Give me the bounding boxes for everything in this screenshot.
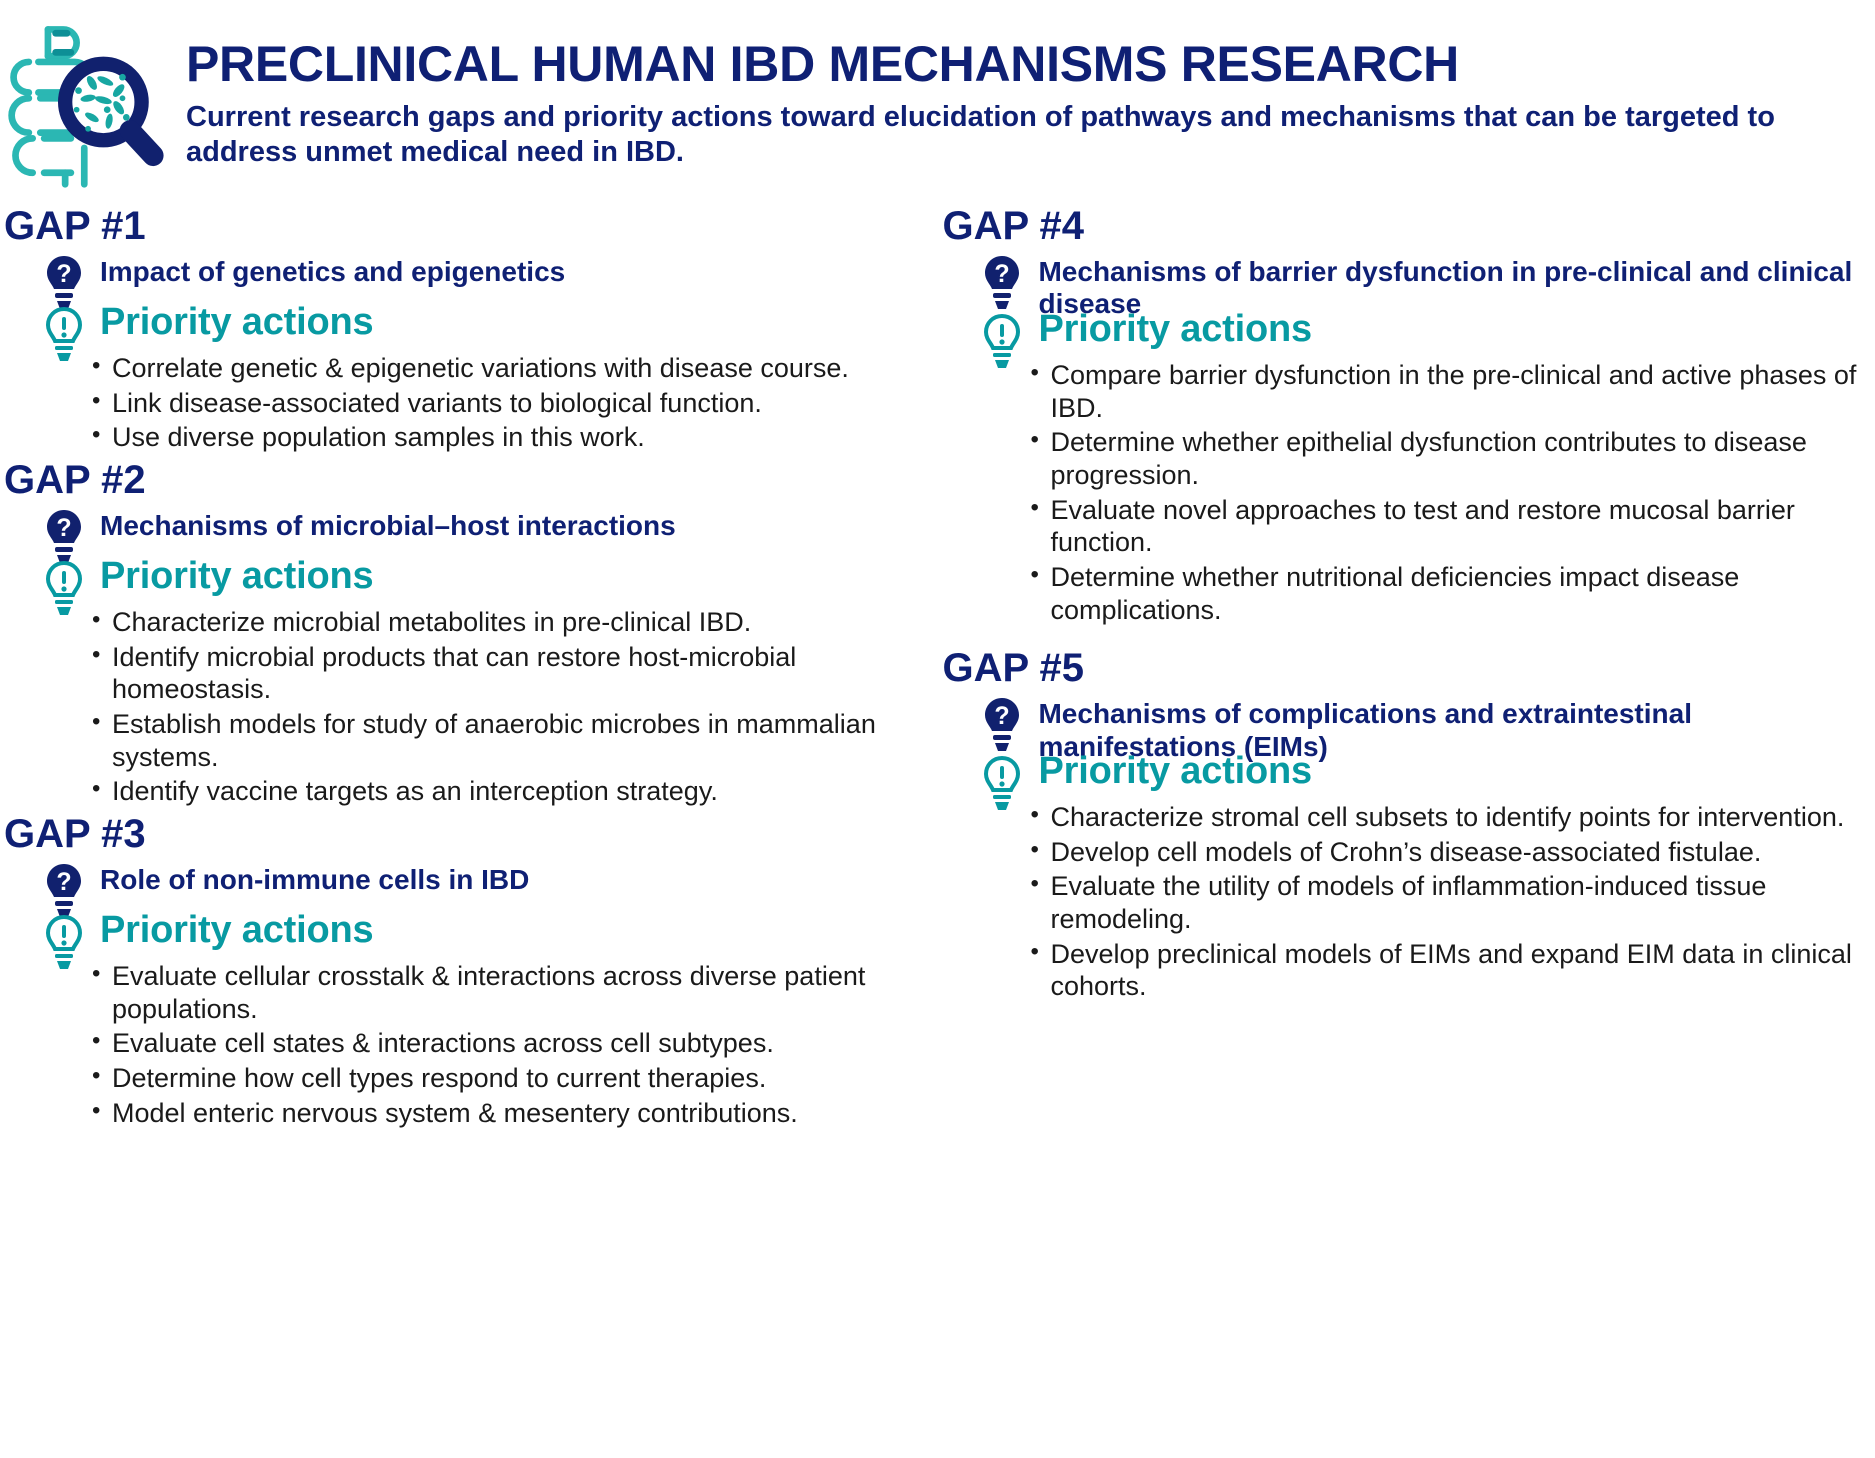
gap-question-row: ? Mechanisms of barrier dysfunction in p… (980, 250, 1865, 321)
gap-question-text: Mechanisms of microbial–host interaction… (100, 509, 676, 541)
gap-body: ? Mechanisms of barrier dysfunction in p… (942, 250, 1865, 626)
list-item: Use diverse population samples in this w… (90, 420, 942, 454)
gap-heading: GAP #4 (942, 204, 1085, 248)
gap-block-3: GAP #3 ? Role of non-immune cells in IBD… (4, 814, 942, 1129)
list-item: Identify microbial products that can res… (90, 640, 942, 706)
list-item: Develop preclinical models of EIMs and e… (1028, 937, 1865, 1003)
exclamation-lightbulb-icon (980, 309, 1024, 373)
priority-actions-row: Priority actions (42, 910, 942, 974)
question-lightbulb-icon: ? (42, 858, 86, 922)
right-column: GAP #4 ? Mechanisms of barrier dysfuncti… (942, 200, 1865, 1005)
gap-block-5: GAP #5 ? Mechanisms of complications and… (942, 648, 1865, 1003)
gap-block-1: GAP #1 ? Impact of genetics and epigenet… (4, 206, 942, 454)
priority-actions-label: Priority actions (100, 301, 374, 343)
priority-actions-label: Priority actions (1038, 307, 1312, 350)
list-item: Evaluate the utility of models of inflam… (1028, 869, 1865, 935)
gap-body: ? Role of non-immune cells in IBD Priori… (4, 858, 942, 1129)
page-subtitle: Current research gaps and priority actio… (186, 100, 1775, 168)
list-item: Identify vaccine targets as an intercept… (90, 774, 942, 808)
list-item: Evaluate cellular crosstalk & interactio… (90, 959, 942, 1025)
list-item: Model enteric nervous system & mesentery… (90, 1096, 942, 1130)
logo (4, 8, 180, 188)
question-lightbulb-icon: ? (42, 250, 86, 314)
list-item: Correlate genetic & epigenetic variation… (90, 351, 942, 385)
svg-text:?: ? (56, 868, 71, 896)
svg-text:?: ? (56, 260, 71, 288)
priority-actions-row: Priority actions (42, 556, 942, 620)
gap-question-row: ? Impact of genetics and epigenetics (42, 250, 942, 314)
list-item: Establish models for study of anaerobic … (90, 707, 942, 773)
list-item: Determine whether epithelial dysfunction… (1028, 425, 1865, 491)
list-item: Develop cell models of Crohn’s disease-a… (1028, 835, 1865, 869)
left-column: GAP #1 ? Impact of genetics and epigenet… (0, 200, 942, 1131)
priority-actions-list: Evaluate cellular crosstalk & interactio… (90, 959, 942, 1130)
svg-text:?: ? (995, 702, 1010, 730)
gap-question-text: Mechanisms of barrier dysfunction in pre… (1038, 256, 1853, 320)
gap-columns: GAP #1 ? Impact of genetics and epigenet… (0, 200, 1875, 1131)
priority-actions-row: Priority actions (980, 751, 1865, 815)
priority-actions-list: Correlate genetic & epigenetic variation… (90, 351, 942, 454)
poster-header: PRECLINICAL HUMAN IBD MECHANISMS RESEARC… (0, 0, 1875, 200)
priority-actions-label: Priority actions (100, 908, 374, 951)
list-item: Characterize microbial metabolites in pr… (90, 605, 942, 639)
question-lightbulb-icon: ? (980, 250, 1024, 314)
priority-actions-label: Priority actions (100, 554, 374, 597)
gap-body: ? Impact of genetics and epigenetics Pri… (4, 250, 942, 454)
list-item: Determine whether nutritional deficienci… (1028, 560, 1865, 626)
gap-heading: GAP #1 (4, 204, 146, 248)
gap-question-row: ? Role of non-immune cells in IBD (42, 858, 942, 922)
gap-question-row: ? Mechanisms of microbial–host interacti… (42, 504, 942, 568)
exclamation-lightbulb-icon (42, 556, 86, 620)
gap-body: ? Mechanisms of complications and extrai… (942, 692, 1865, 1003)
list-item: Evaluate novel approaches to test and re… (1028, 493, 1865, 559)
priority-actions-row: Priority actions (980, 309, 1865, 373)
priority-actions-list: Compare barrier dysfunction in the pre-c… (1028, 358, 1865, 626)
gap-question-text: Role of non-immune cells in IBD (100, 863, 530, 895)
list-item: Link disease-associated variants to biol… (90, 386, 942, 420)
gap-heading: GAP #5 (942, 646, 1085, 691)
priority-actions-row: Priority actions (42, 302, 942, 366)
priority-actions-list: Characterize microbial metabolites in pr… (90, 605, 942, 808)
gap-question-text: Mechanisms of complications and extraint… (1038, 698, 1692, 762)
gap-block-4: GAP #4 ? Mechanisms of barrier dysfuncti… (942, 206, 1865, 626)
question-lightbulb-icon: ? (42, 504, 86, 568)
svg-text:?: ? (995, 260, 1010, 288)
list-item: Compare barrier dysfunction in the pre-c… (1028, 358, 1865, 424)
exclamation-lightbulb-icon (980, 751, 1024, 815)
list-item: Evaluate cell states & interactions acro… (90, 1026, 942, 1060)
gap-body: ? Mechanisms of microbial–host interacti… (4, 504, 942, 808)
priority-actions-label: Priority actions (1038, 750, 1312, 793)
svg-text:?: ? (56, 514, 71, 542)
gap-heading: GAP #2 (4, 457, 146, 502)
intestine-magnifier-microbes-icon (8, 26, 164, 188)
gap-heading: GAP #3 (4, 811, 146, 856)
question-lightbulb-icon: ? (980, 692, 1024, 756)
list-item: Determine how cell types respond to curr… (90, 1061, 942, 1095)
gap-block-2: GAP #2 ? Mechanisms of microbial–host in… (4, 460, 942, 808)
header-text-block: PRECLINICAL HUMAN IBD MECHANISMS RESEARC… (180, 8, 1865, 170)
section-spacer (942, 628, 1865, 642)
page-title: PRECLINICAL HUMAN IBD MECHANISMS RESEARC… (186, 36, 1459, 92)
priority-actions-list: Characterize stromal cell subsets to ide… (1028, 800, 1865, 1003)
gap-question-text: Impact of genetics and epigenetics (100, 256, 566, 287)
exclamation-lightbulb-icon (42, 910, 86, 974)
exclamation-lightbulb-icon (42, 302, 86, 366)
list-item: Characterize stromal cell subsets to ide… (1028, 800, 1865, 834)
gap-question-row: ? Mechanisms of complications and extrai… (980, 692, 1865, 763)
